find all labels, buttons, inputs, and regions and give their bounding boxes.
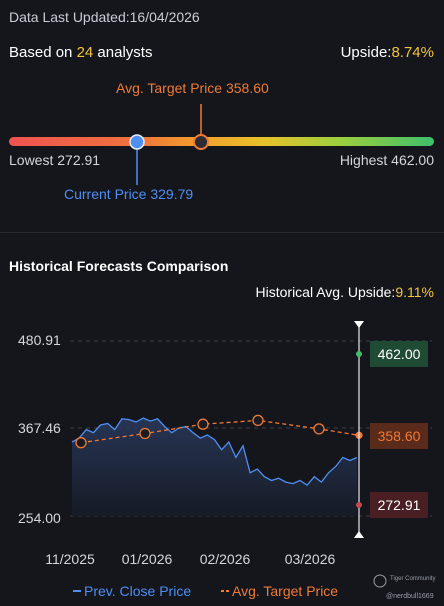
avg-target-tag-text: 358.60 xyxy=(378,428,421,444)
range-bottom-arrow xyxy=(354,531,364,538)
x-tick-label: 03/2026 xyxy=(285,551,336,567)
range-top-arrow xyxy=(354,321,364,328)
section-divider xyxy=(0,232,444,233)
low-target-tag xyxy=(370,492,428,518)
x-tick-label: 11/2025 xyxy=(45,551,95,567)
last-updated: Data Last Updated:16/04/2026 xyxy=(9,9,200,25)
low-target-tag-text: 272.91 xyxy=(378,497,421,513)
x-tick-label: 02/2026 xyxy=(200,551,251,567)
avg-target-point[interactable] xyxy=(197,418,209,430)
legend-close-label[interactable]: Prev. Close Price xyxy=(84,583,191,599)
close-price-line xyxy=(71,417,358,487)
y-tick-label: 367.46 xyxy=(18,420,61,436)
price-range-bar xyxy=(9,137,434,146)
upside-text: Upside:8.74% xyxy=(340,44,434,61)
avg-target-point[interactable] xyxy=(313,423,325,435)
high-target-tag xyxy=(370,341,428,367)
avg-target-point[interactable] xyxy=(252,414,264,427)
lowest-label: Lowest 272.91 xyxy=(9,152,101,168)
watermark-line1: Tiger Community xyxy=(390,576,435,582)
avg-target-label: Avg. Target Price 358.60 xyxy=(116,80,269,96)
avg-target-point[interactable] xyxy=(139,427,151,440)
analyst-count-text: Based on 24 analysts xyxy=(9,44,153,61)
avg-target-point[interactable] xyxy=(75,437,87,449)
history-upside-value: 9.11% xyxy=(395,284,434,300)
legend-avg-label[interactable]: Avg. Target Price xyxy=(232,583,338,599)
y-tick-label: 480.91 xyxy=(18,332,61,348)
analyst-count: 24 xyxy=(76,44,94,61)
history-title: Historical Forecasts Comparison xyxy=(9,258,229,274)
series-layer xyxy=(71,414,363,516)
y-tick-label: 254.00 xyxy=(18,510,61,526)
current-price-label: Current Price 329.79 xyxy=(64,186,194,202)
low-target-point xyxy=(356,502,362,508)
high-target-tag-text: 462.00 xyxy=(378,346,421,362)
avg-target-marker xyxy=(193,134,209,150)
watermark-line2: @nerdbull1669 xyxy=(386,593,434,600)
history-upside-text: Historical Avg. Upside:9.11% xyxy=(255,284,434,300)
avg-target-tag xyxy=(370,423,428,449)
x-tick-label: 01/2026 xyxy=(122,551,173,567)
upside-value: 8.74% xyxy=(391,44,434,61)
high-target-point xyxy=(356,351,362,357)
tiger-logo-icon xyxy=(373,574,387,588)
close-price-area xyxy=(72,418,357,516)
highest-label: Highest 462.00 xyxy=(339,152,434,168)
current-price-marker xyxy=(129,134,145,150)
avg-target-line xyxy=(80,419,360,444)
